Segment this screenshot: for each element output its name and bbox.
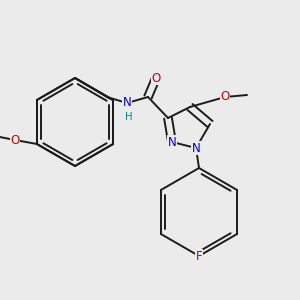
Text: O: O <box>152 71 160 85</box>
Text: O: O <box>220 91 230 103</box>
Text: F: F <box>196 250 202 262</box>
Text: O: O <box>10 134 20 146</box>
Text: N: N <box>168 136 176 148</box>
Text: N: N <box>123 97 131 110</box>
Text: N: N <box>192 142 200 154</box>
Text: H: H <box>125 112 133 122</box>
